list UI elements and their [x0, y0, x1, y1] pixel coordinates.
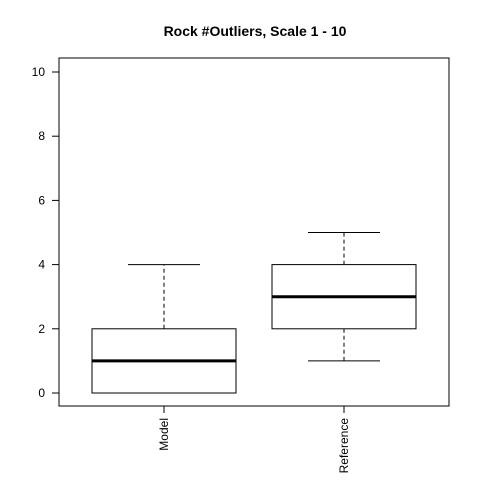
box-reference [271, 232, 417, 362]
y-tick-label: 2 [38, 322, 45, 336]
y-tick-label: 8 [38, 129, 45, 143]
y-tick-label: 4 [38, 258, 45, 272]
y-tick-label: 0 [38, 386, 45, 400]
x-tick-label: Model [157, 418, 171, 451]
y-tick-label: 6 [38, 193, 45, 207]
boxes [91, 232, 417, 394]
box-model [91, 264, 237, 394]
y-axis: 0 2 4 6 8 10 [32, 65, 60, 400]
x-tick-label: Reference [337, 418, 351, 474]
y-tick-label: 10 [32, 65, 46, 79]
x-axis-labels: Model Reference [157, 406, 351, 473]
chart-title: Rock #Outliers, Scale 1 - 10 [164, 23, 347, 39]
